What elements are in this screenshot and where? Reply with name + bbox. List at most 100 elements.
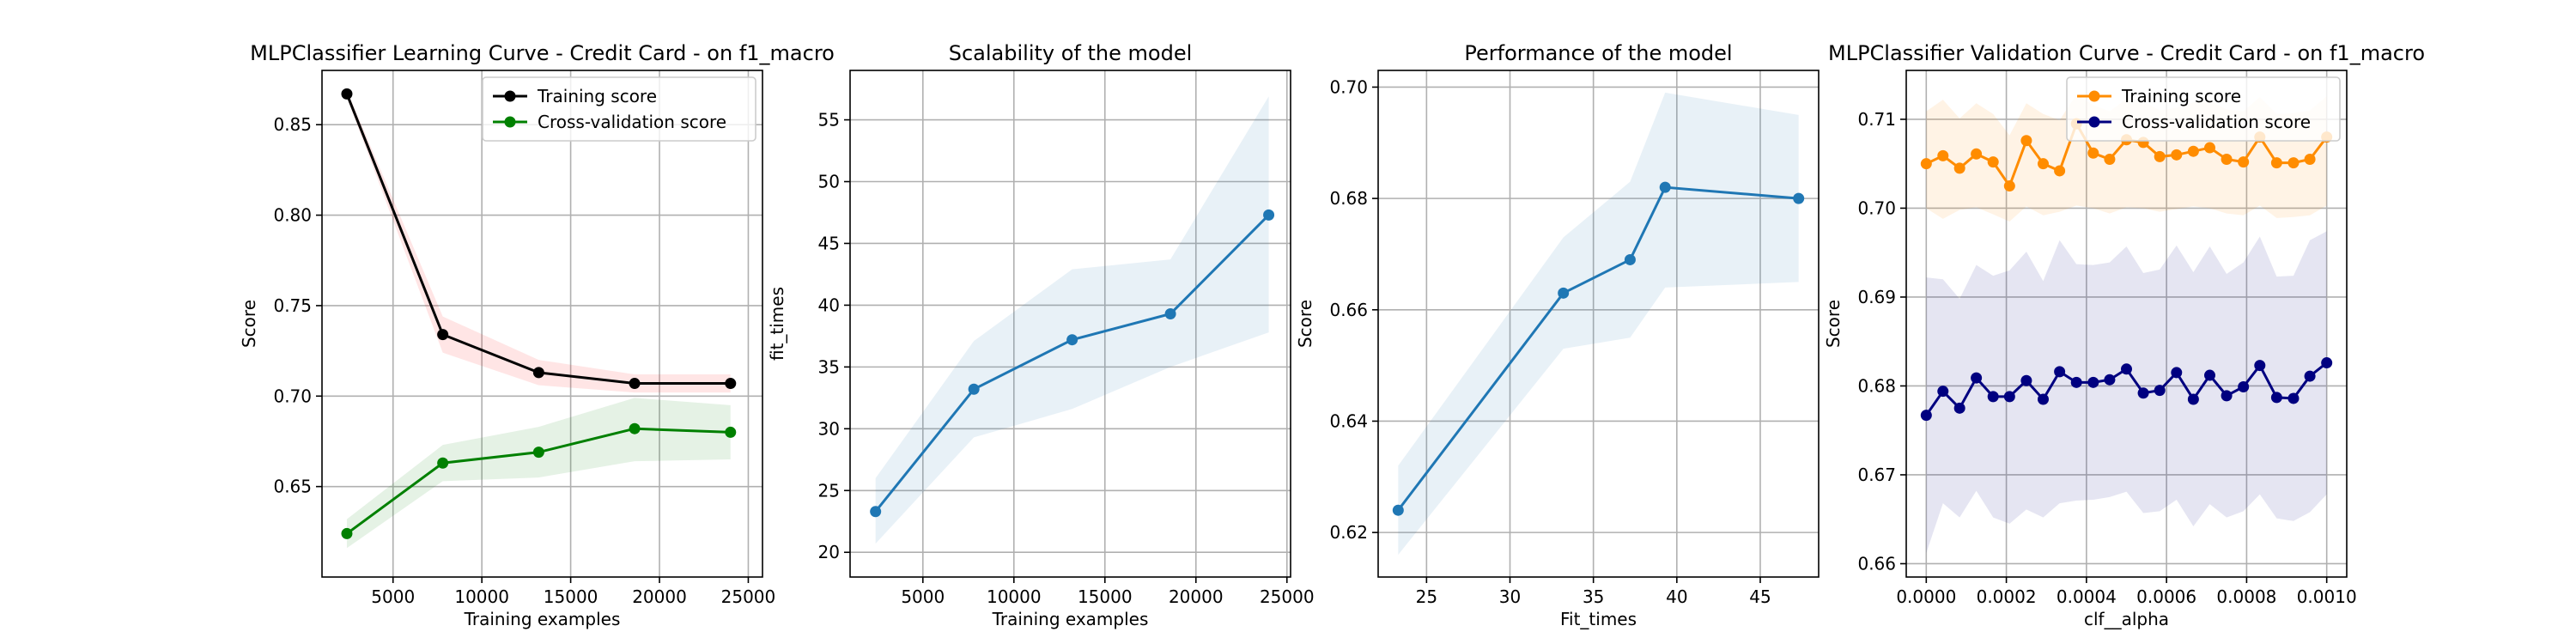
x-tick-label: 40 (1666, 586, 1687, 607)
performance-plot-area: 25 30 35 40 45 0.62 0.64 0.66 0.68 0.70 (1329, 70, 1820, 607)
data-point (437, 457, 449, 469)
scalability-plot-area: 5000 10000 15000 20000 25000 20 25 30 35 40 45 50 55 (818, 70, 1315, 607)
learning-curve-ylabel: Score (239, 300, 259, 348)
data-point (2187, 393, 2199, 405)
legend-label-training-score: Training score (2121, 86, 2241, 106)
y-tick-label: 0.66 (1857, 553, 1896, 574)
confidence-band (346, 90, 731, 393)
learning-curve-title: MLPClassifier Learning Curve - Credit Ca… (250, 41, 835, 65)
x-tick-label: 0.0010 (2297, 586, 2357, 607)
y-tick-label: 30 (818, 418, 840, 439)
data-point (2304, 370, 2316, 382)
legend-swatch-marker (2088, 90, 2100, 102)
x-tick-label: 25 (1416, 586, 1437, 607)
y-tick-label: 20 (818, 542, 840, 562)
x-tick-label: 25000 (721, 586, 776, 607)
legend-swatch-marker (504, 116, 516, 128)
data-point (1920, 410, 1932, 422)
data-point (2221, 390, 2233, 402)
x-tick-label: 15000 (1078, 586, 1133, 607)
data-point (2238, 380, 2250, 392)
legend-box (482, 76, 756, 142)
data-point (2287, 157, 2300, 169)
x-tick-label: 20000 (1169, 586, 1224, 607)
data-point (341, 527, 353, 539)
data-point (2020, 135, 2032, 147)
data-point (2054, 366, 2066, 378)
data-point (1624, 253, 1636, 265)
x-tick-label: 20000 (632, 586, 687, 607)
data-point (1164, 307, 1176, 319)
data-point (1987, 156, 1999, 168)
y-tick-label: 0.64 (1329, 410, 1368, 431)
data-point (1793, 192, 1805, 204)
data-point (532, 367, 544, 379)
data-point (2154, 385, 2166, 397)
x-tick-label: 0.0008 (2216, 586, 2276, 607)
learning-curve-panel: MLPClassifier Learning Curve - Credit Ca… (239, 41, 835, 629)
y-tick-label: 0.68 (1857, 375, 1896, 396)
x-tick-label: 0.0006 (2136, 586, 2196, 607)
y-tick-label: 0.85 (273, 114, 312, 135)
x-tick-label: 0.0002 (1977, 586, 2037, 607)
data-point (2254, 360, 2266, 372)
axes-frame (321, 70, 763, 578)
y-tick-label: 0.66 (1329, 300, 1368, 320)
data-point (2020, 374, 2032, 386)
y-tick-label: 45 (818, 233, 840, 253)
data-point (437, 329, 449, 341)
x-tick-label: 10000 (987, 586, 1042, 607)
y-tick-label: 55 (818, 110, 840, 131)
y-tick-label: 0.80 (273, 205, 312, 226)
data-point (1263, 209, 1275, 221)
x-tick-label: 0.0004 (2057, 586, 2117, 607)
performance-xlabel: Fit_times (1560, 609, 1637, 629)
data-point (2137, 387, 2149, 399)
x-tick-label: 0.0000 (1896, 586, 1956, 607)
data-point (2321, 357, 2333, 369)
data-point (1937, 149, 1949, 161)
data-point (2187, 145, 2199, 157)
data-point (1392, 504, 1404, 516)
data-point (1953, 162, 1965, 174)
y-tick-label: 0.71 (1857, 109, 1896, 130)
data-point (341, 88, 353, 100)
x-tick-label: 45 (1749, 586, 1771, 607)
data-point (2003, 391, 2015, 403)
x-tick-label: 35 (1583, 586, 1604, 607)
data-point (2037, 393, 2049, 405)
x-tick-label: 30 (1499, 586, 1521, 607)
confidence-band (346, 398, 731, 549)
performance-ylabel: Score (1295, 300, 1315, 348)
scalability-xlabel: Training examples (992, 609, 1149, 629)
data-point (2238, 156, 2250, 168)
validation-curve-panel: MLPClassifier Validation Curve - Credit … (1823, 41, 2425, 629)
y-tick-label: 0.70 (1329, 76, 1368, 97)
data-point (870, 506, 882, 518)
y-tick-label: 40 (818, 295, 840, 315)
performance-panel: Performance of the model Fit_times Score (1295, 41, 1733, 629)
data-point (1971, 148, 1983, 160)
legend-label-cross-validation-score: Cross-validation score (538, 112, 726, 132)
scalability-ylabel: fit_times (767, 287, 787, 361)
y-tick-label: 35 (818, 356, 840, 377)
data-point (2287, 392, 2300, 404)
data-point (1987, 391, 1999, 403)
data-point (2003, 180, 2015, 192)
data-point (2104, 154, 2116, 166)
legend-swatch-marker (504, 90, 516, 102)
data-point (2104, 374, 2116, 386)
legend-swatch-marker (2088, 116, 2100, 128)
y-tick-label: 0.75 (273, 295, 312, 316)
y-tick-label: 0.68 (1329, 188, 1368, 209)
data-point (2304, 154, 2316, 166)
data-point (2037, 158, 2049, 170)
validation-curve-xlabel: clf__alpha (2084, 609, 2169, 629)
data-point (2171, 367, 2183, 379)
data-point (1558, 287, 1570, 299)
confidence-band (875, 96, 1269, 544)
data-point (2087, 376, 2099, 388)
data-point (1971, 372, 1983, 384)
data-point (725, 378, 737, 390)
